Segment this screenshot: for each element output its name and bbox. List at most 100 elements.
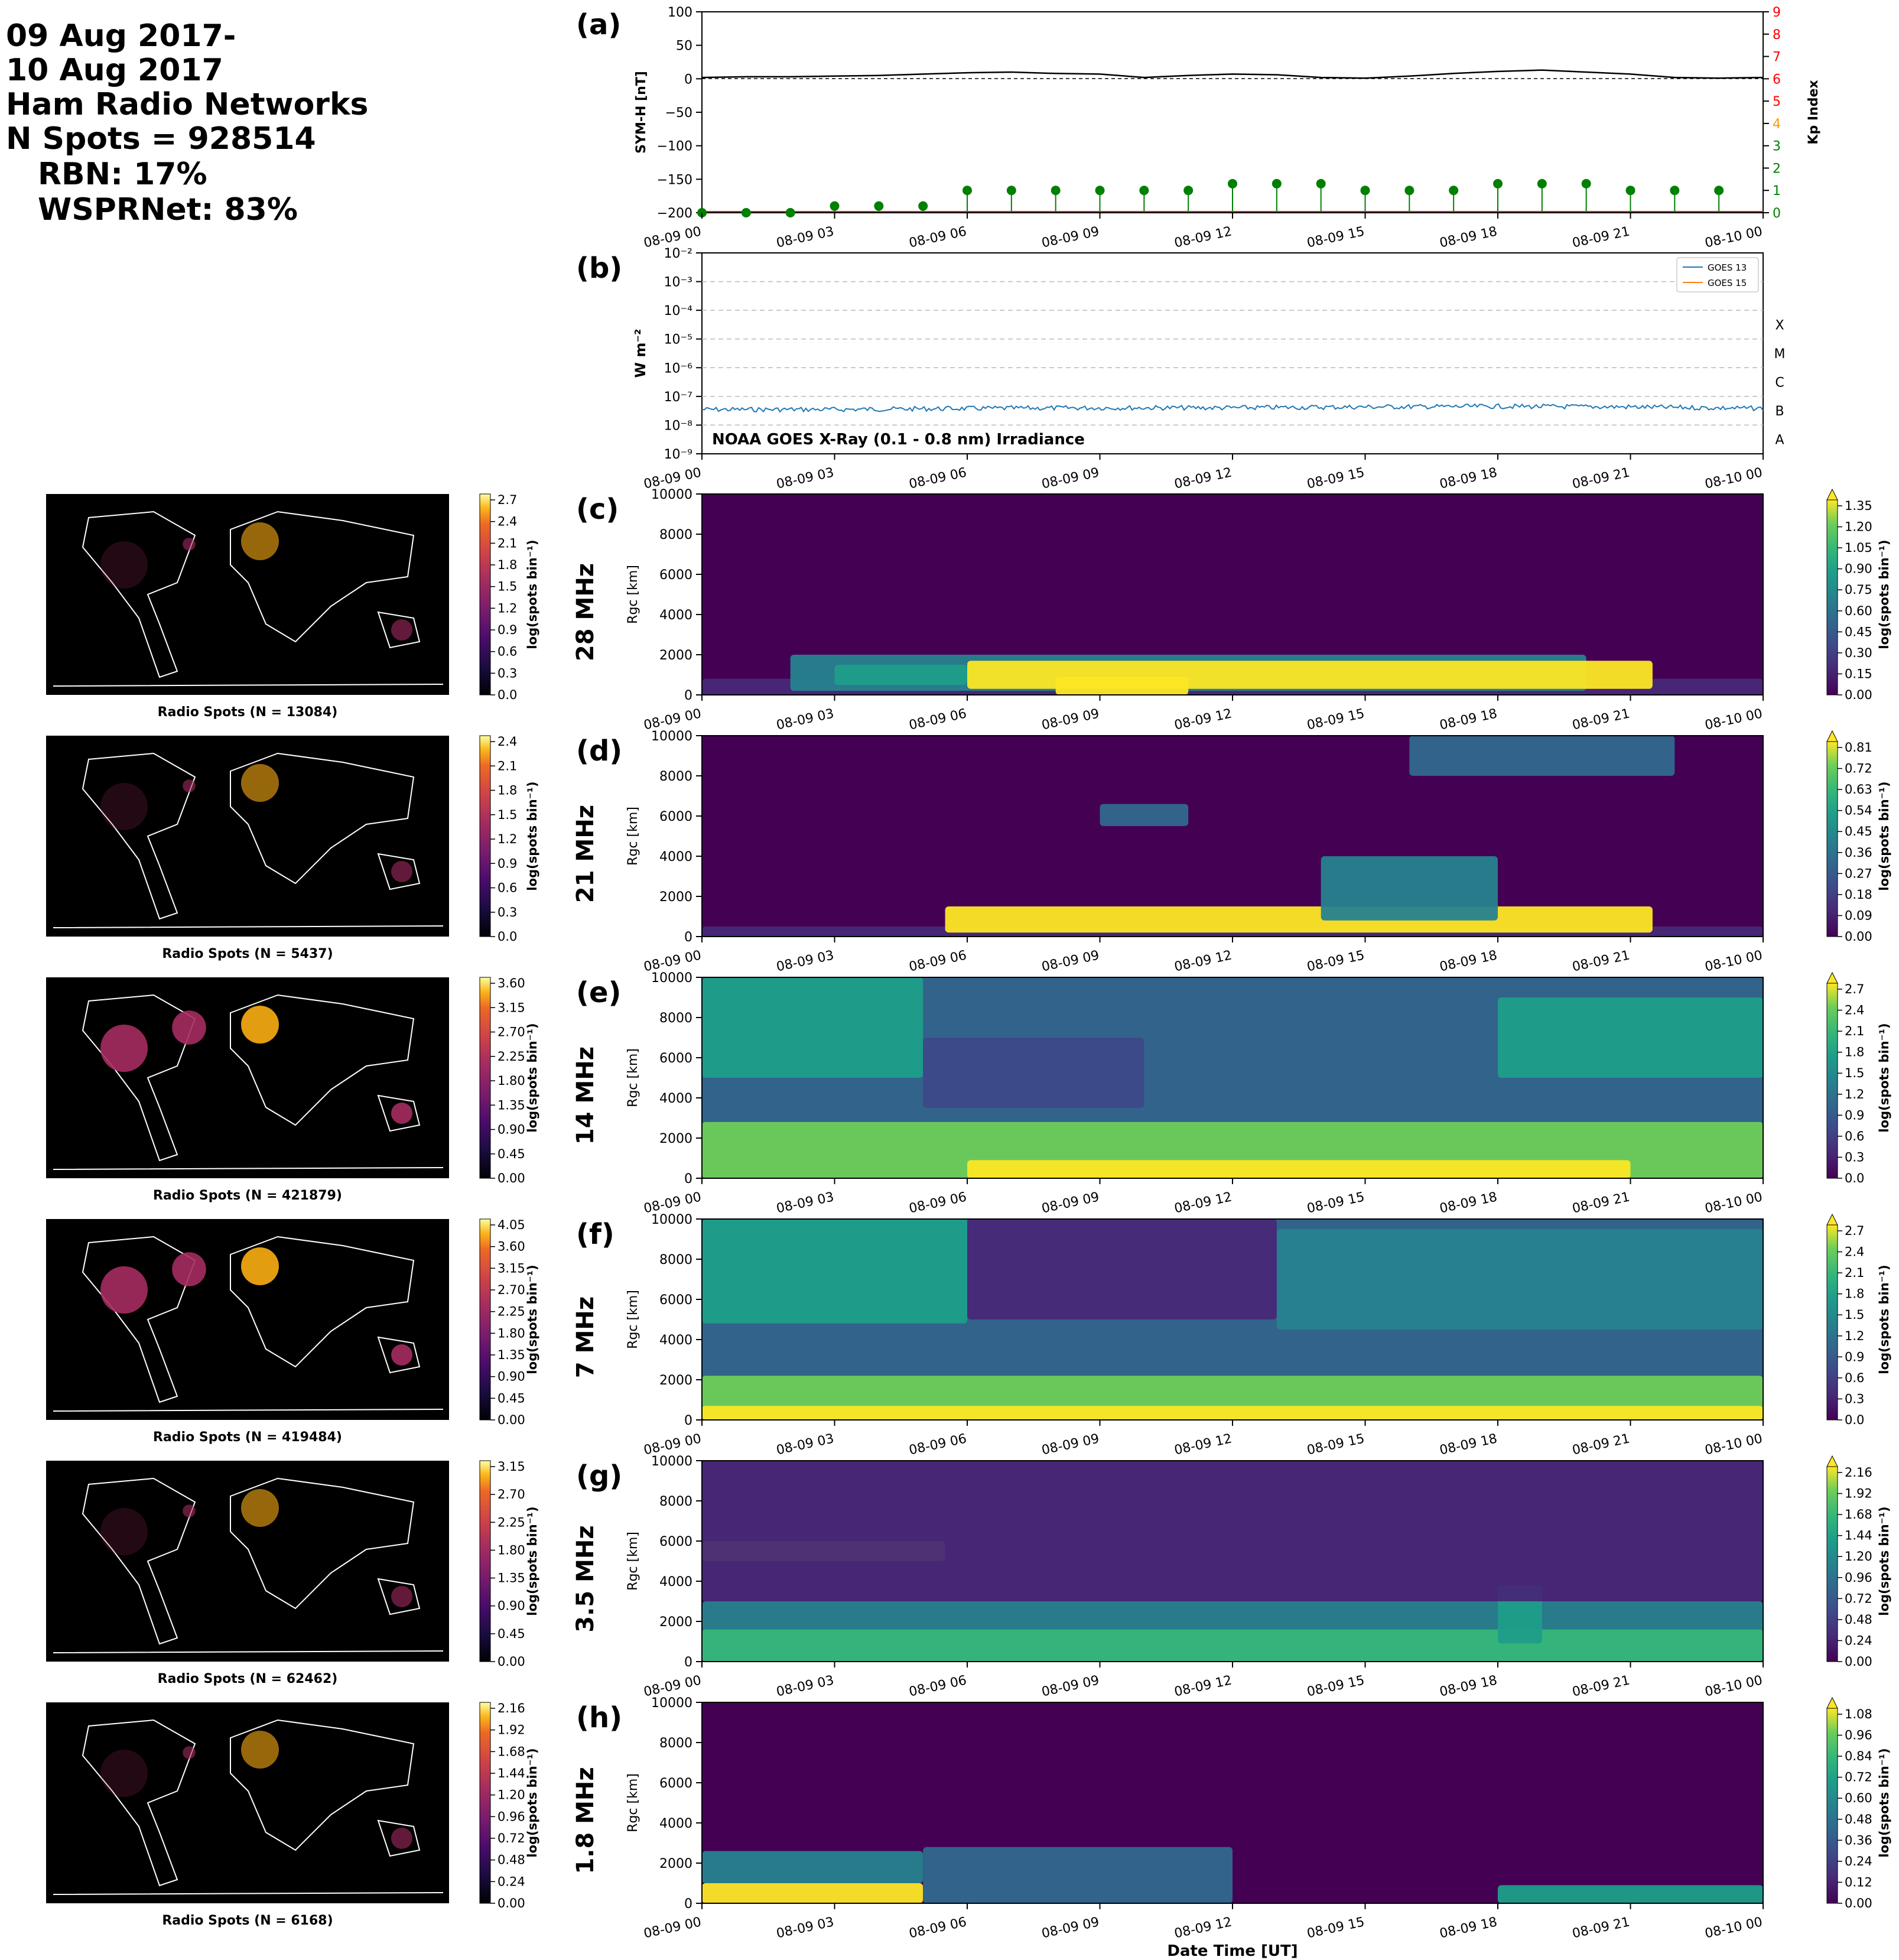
- spot-density: [172, 1010, 206, 1045]
- coastline: [53, 1477, 444, 1653]
- y-tick-label: 10⁻³: [664, 275, 692, 290]
- heatmap-colorbar-tick-label: 0.72: [1845, 1770, 1872, 1785]
- heatmap-colorbar-tick-label: 0.09: [1845, 908, 1872, 922]
- y-tick-label: 0: [684, 1413, 692, 1428]
- spot-density: [100, 1266, 148, 1314]
- map-colorbar-bar: [479, 1218, 491, 1421]
- panel-letter: (e): [576, 976, 621, 1009]
- x-tick-label: 08-09 18: [1438, 1673, 1498, 1699]
- map-colorbar-tick-label: 1.68: [497, 1744, 525, 1759]
- goes13-line: [701, 403, 1764, 413]
- heatmap-colorbar-tick-label: 1.68: [1845, 1507, 1872, 1522]
- map-colorbar-tick-label: 3.15: [497, 1261, 525, 1275]
- heatmap-colorbar-tick-label: 0.60: [1845, 1791, 1872, 1805]
- kp-tick-label: 3: [1773, 139, 1781, 154]
- flare-class-label: M: [1774, 347, 1786, 362]
- y-tick-label: 6000: [659, 810, 692, 824]
- heatmap-colorbar-tick-label: 2.1: [1845, 1266, 1864, 1280]
- spot-map: [46, 494, 449, 695]
- x-tick-label: 08-09 03: [775, 1915, 835, 1941]
- x-tick-label: 08-09 06: [908, 465, 968, 492]
- y-tick-label: −150: [657, 173, 692, 187]
- x-tick-label: 08-09 12: [1173, 465, 1233, 492]
- heatmap-xaxis: 08-09 00 08-09 03 08-09 06 08-09 09 08-09 12…: [642, 937, 1764, 974]
- y-tick-label: 8000: [659, 1011, 692, 1026]
- y-tick-label: 8000: [659, 1494, 692, 1509]
- y-tick-label: 10⁻⁵: [664, 333, 692, 347]
- panel-letter: (f): [576, 1218, 614, 1251]
- band-label: 28 MHz: [572, 563, 599, 661]
- heatmap-region: [967, 1219, 1277, 1319]
- spot-density: [100, 1750, 148, 1797]
- heatmap-colorbar-bar: [1826, 741, 1838, 937]
- kp-marker: [1493, 178, 1503, 188]
- band-row: Radio Spots (N = 5437) 2.4 2.1 1.8 1.5 1.2 0.9…: [46, 729, 1891, 974]
- spot-density: [100, 783, 148, 830]
- panel-b-yaxis: 10⁻² 10⁻³ 10⁻⁴ 10⁻⁵ 10⁻⁶ 10⁻⁷ 10⁻⁸ 10⁻⁹: [664, 246, 702, 462]
- x-tick-label: 08-10 00: [1703, 706, 1764, 733]
- map-colorbar-tick-label: 2.16: [497, 1701, 525, 1715]
- map-background: [46, 736, 449, 937]
- x-tick-label: 08-09 03: [775, 1431, 835, 1458]
- map-colorbar-tick-label: 1.2: [497, 832, 517, 846]
- y-tick-label: 4000: [659, 850, 692, 864]
- y-tick-label: −50: [665, 106, 692, 121]
- kp-marker: [1404, 186, 1415, 196]
- map-colorbar: 2.4 2.1 1.8 1.5 1.2 0.9 0.6 0.3 0.0 log(spots bin…: [479, 734, 539, 944]
- x-tick-label: 08-09 18: [1438, 1431, 1498, 1458]
- heatmap-colorbar-label: log(spots bin⁻¹): [1877, 1265, 1891, 1374]
- band-row: Radio Spots (N = 62462) 3.15 2.70 2.25 1.80 1…: [46, 1454, 1891, 1699]
- heatmap-colorbar-tick-label: 0.9: [1845, 1350, 1864, 1364]
- kp-marker: [1537, 178, 1547, 188]
- spot-density: [391, 861, 412, 882]
- flare-class-label: C: [1775, 376, 1784, 391]
- map-colorbar: 4.05 3.60 3.15 2.70 2.25 1.80 1.35 0.90 0.45 0.00…: [479, 1218, 539, 1427]
- rgc-heatmap: 10000 8000 6000 4000 2000 0: [651, 1696, 1764, 1912]
- coastline: [53, 1236, 444, 1412]
- rgc-ylabel: Rgc [km]: [626, 1773, 640, 1832]
- x-tick-label: 08-09 21: [1571, 1431, 1631, 1458]
- heatmap-region: [945, 906, 1653, 933]
- spot-map: [46, 1702, 449, 1903]
- header-line-4: N Spots = 928514: [6, 121, 316, 157]
- heatmap-colorbar-tick-label: 1.8: [1845, 1045, 1864, 1059]
- kp-marker: [1581, 178, 1591, 188]
- x-tick-label: 08-09 06: [908, 1915, 968, 1941]
- heatmap-colorbar-tick-label: 0.81: [1845, 740, 1872, 755]
- y-tick-label: 2000: [659, 1615, 692, 1630]
- heatmap-colorbar-tick-label: 0.30: [1845, 646, 1872, 660]
- spot-density: [241, 1006, 279, 1044]
- y-tick-label: 10000: [651, 487, 692, 502]
- panel-letter: (c): [576, 493, 619, 526]
- heatmap-colorbar-tick-label: 0.15: [1845, 667, 1872, 681]
- map-colorbar-tick-label: 1.5: [497, 580, 517, 594]
- spot-map: [46, 977, 449, 1178]
- heatmap-colorbar-tick-label: 2.7: [1845, 1224, 1864, 1238]
- heatmap-region: [1055, 677, 1189, 695]
- rgc-ylabel: Rgc [km]: [626, 1532, 640, 1591]
- x-tick-label: 08-09 18: [1438, 224, 1498, 251]
- heatmap-colorbar-label: log(spots bin⁻¹): [1877, 1748, 1891, 1857]
- x-tick-label: 08-09 06: [908, 948, 968, 974]
- heatmap-colorbar: 2.7 2.4 2.1 1.8 1.5 1.2 0.9 0.6 0.3 0.0 log(spots …: [1826, 1213, 1891, 1427]
- coastline: [53, 511, 444, 687]
- heatmap-xaxis: 08-09 00 08-09 03 08-09 06 08-09 09 08-09 12…: [642, 1903, 1764, 1941]
- x-axis-label: Date Time [UT]: [1167, 1942, 1298, 1960]
- heatmap-colorbar-tick-label: 0.48: [1845, 1812, 1872, 1826]
- x-tick-label: 08-09 06: [908, 1673, 968, 1699]
- map-background: [46, 977, 449, 1178]
- map-colorbar-tick-label: 3.60: [497, 976, 525, 990]
- map-colorbar-bar: [479, 735, 491, 937]
- x-tick-label: 08-09 15: [1306, 1431, 1366, 1458]
- map-colorbar-bar: [479, 493, 491, 695]
- y-tick-label: 6000: [659, 1535, 692, 1549]
- map-colorbar-tick-label: 0.6: [497, 881, 517, 895]
- map-colorbar-tick-label: 1.8: [497, 558, 517, 572]
- spot-density: [100, 1508, 148, 1555]
- heatmap-colorbar-tick-label: 0.72: [1845, 762, 1872, 776]
- panel-a-letter: (a): [576, 8, 621, 41]
- panel-a-kp-axis: 0 1 2 3 4 5 6 7 8 9: [1763, 5, 1781, 221]
- heatmap-colorbar-tick-label: 0.54: [1845, 804, 1872, 818]
- heatmap-colorbar-bar: [1826, 1466, 1838, 1662]
